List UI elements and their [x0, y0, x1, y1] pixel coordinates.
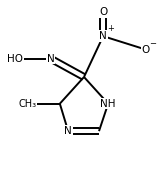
- Text: −: −: [149, 39, 156, 48]
- Text: O: O: [99, 7, 107, 17]
- Text: NH: NH: [100, 99, 116, 109]
- Text: N: N: [47, 54, 55, 64]
- Text: HO: HO: [7, 54, 23, 64]
- Text: CH₃: CH₃: [18, 99, 36, 109]
- Text: +: +: [107, 24, 114, 33]
- Text: N: N: [64, 126, 72, 136]
- Text: O: O: [141, 45, 150, 55]
- Text: N: N: [99, 31, 107, 41]
